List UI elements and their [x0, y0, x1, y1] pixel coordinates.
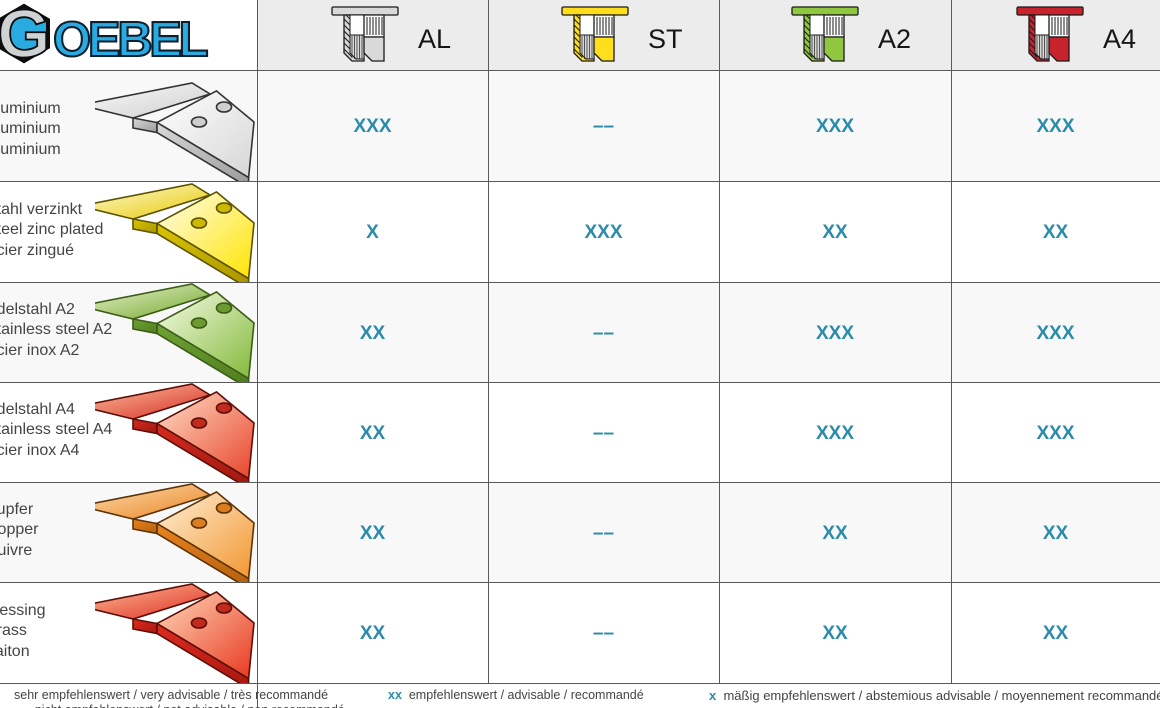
svg-text:G: G — [0, 0, 50, 70]
